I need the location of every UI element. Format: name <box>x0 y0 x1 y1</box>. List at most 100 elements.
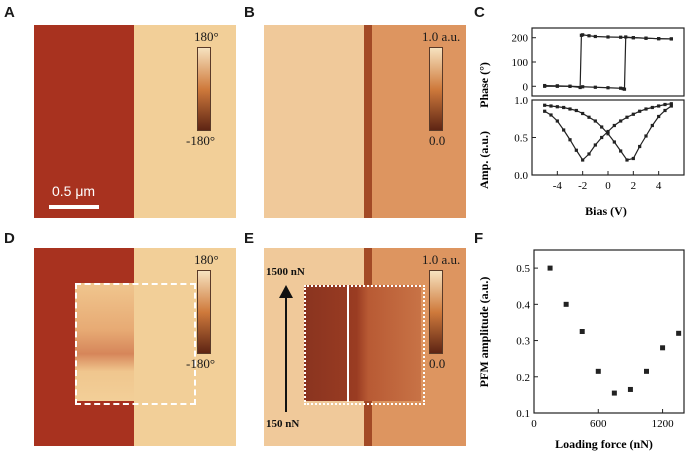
scale-bar-label: 0.5 μm <box>52 183 96 199</box>
data-point <box>619 119 623 123</box>
data-point <box>555 105 559 109</box>
light-region <box>264 25 364 218</box>
panel-label-d: D <box>4 230 15 247</box>
data-point <box>660 345 666 351</box>
data-point <box>606 35 610 39</box>
data-point <box>600 135 604 140</box>
data-point <box>593 143 597 147</box>
mid-region <box>372 25 466 218</box>
panel-label-a: A <box>4 4 15 21</box>
data-point <box>644 368 649 374</box>
data-point <box>555 84 559 88</box>
colorbar-bottom-label: -180° <box>186 356 216 371</box>
data-point <box>568 107 572 111</box>
scan-box <box>304 285 425 405</box>
light-domain <box>134 248 236 446</box>
y-tick-label: 0 <box>523 81 529 93</box>
scale-bar <box>49 205 99 209</box>
data-point <box>612 123 616 128</box>
data-point <box>657 37 661 41</box>
panel-label-e: E <box>244 230 255 247</box>
data-point <box>568 138 572 142</box>
data-point <box>581 85 585 89</box>
data-point <box>549 113 553 117</box>
data-point <box>562 105 566 110</box>
y-axis-label: PFM amplitude (a.u.) <box>477 277 491 388</box>
data-point <box>619 35 623 39</box>
data-point <box>611 390 617 396</box>
x-tick-label: -2 <box>578 180 587 192</box>
data-point <box>587 34 591 38</box>
force-bottom-label: 150 nN <box>266 418 300 430</box>
data-point <box>631 36 635 40</box>
data-point <box>595 368 601 374</box>
scan-box <box>75 283 196 405</box>
data-point <box>621 87 625 91</box>
data-point <box>625 115 629 119</box>
data-point <box>606 86 610 90</box>
switched-region <box>75 283 134 401</box>
y-tick-label: 0.3 <box>516 336 530 348</box>
data-point <box>555 119 559 123</box>
data-point <box>669 104 673 108</box>
panel-b-amplitude-image: 1.0 a.u. 0.0 <box>264 25 466 218</box>
data-point <box>657 104 661 108</box>
data-point <box>587 115 591 119</box>
line-profile <box>347 286 349 402</box>
data-point <box>644 107 648 111</box>
colorbar-bottom-label: 0.0 <box>429 356 446 371</box>
phase-colorbar <box>197 270 211 354</box>
data-point <box>579 329 585 334</box>
data-point <box>581 111 585 116</box>
data-point <box>568 84 572 88</box>
data-point <box>543 103 547 107</box>
panel-d-phase-image: 180° -180° <box>34 248 236 446</box>
light-domain <box>134 25 236 218</box>
data-point <box>631 112 635 116</box>
colorbar-top-label: 180° <box>194 252 219 267</box>
x-tick-label: 0 <box>605 180 611 192</box>
data-point <box>563 301 569 307</box>
data-point <box>624 35 628 39</box>
panel-c-hysteresis-chart: Phase (°) Amp. (a.u.) Bias (V) 0 100 200 0.… <box>477 27 685 218</box>
data-point <box>606 132 610 136</box>
data-point <box>574 148 578 152</box>
bias-axis-label: Bias (V) <box>585 204 627 218</box>
data-point <box>669 102 673 106</box>
phase-loop-series-0 <box>544 34 672 89</box>
scanned-region <box>304 285 421 401</box>
data-point <box>638 144 642 149</box>
data-point <box>578 85 582 90</box>
x-tick-label: 0 <box>531 418 537 430</box>
data-point <box>612 140 616 144</box>
y-tick-label: 0.1 <box>516 408 530 420</box>
y-tick-label: 100 <box>512 57 529 69</box>
data-point <box>543 83 547 88</box>
panel-label-f: F <box>474 230 484 247</box>
data-point <box>669 37 673 41</box>
data-point <box>650 105 654 110</box>
x-tick-label: 1200 <box>652 418 675 430</box>
colorbar-top-label: 1.0 a.u. <box>422 252 461 267</box>
force-arrow <box>279 285 293 412</box>
data-point <box>627 386 633 392</box>
data-point <box>593 119 597 123</box>
data-point <box>625 158 629 162</box>
panel-f-scatter-chart: PFM amplitude (a.u.) Loading force (nN) … <box>477 249 685 451</box>
data-point <box>644 36 648 40</box>
data-point <box>593 34 597 39</box>
x-tick-label: 4 <box>656 180 662 192</box>
x-tick-label: 600 <box>590 418 607 430</box>
data-point <box>543 109 547 113</box>
plot-frame <box>531 99 685 176</box>
amplitude-colorbar <box>429 270 443 354</box>
panel-e-amplitude-image: 1.0 a.u. 0.0 1500 nN 150 nN <box>264 248 466 446</box>
data-point <box>638 109 642 113</box>
x-tick-label: -4 <box>553 180 563 192</box>
panel-label-b: B <box>244 4 255 21</box>
data-point <box>549 104 553 108</box>
data-point <box>606 129 610 134</box>
data-point <box>581 33 585 37</box>
y-tick-label: 0.0 <box>514 170 528 182</box>
data-point <box>663 108 667 113</box>
